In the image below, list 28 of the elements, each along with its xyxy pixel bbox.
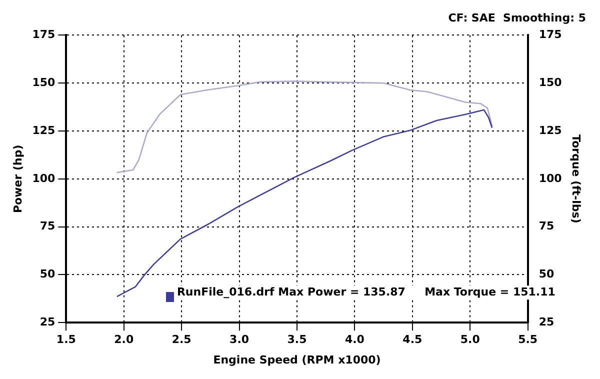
x-tick-label: 2.5 xyxy=(172,333,192,346)
y2-tick-label: 175 xyxy=(538,28,562,42)
x-tick-label: 1.5 xyxy=(56,333,76,346)
annotation: RunFile_016.drf Max Power = 135.87 Max Torque = 151.11 xyxy=(176,285,556,298)
y2-tick-label: 75 xyxy=(538,220,554,233)
y-axis-title: Power (hp) xyxy=(11,144,24,214)
y-tick-label: 75 xyxy=(40,220,56,233)
x-axis-title: Engine Speed (RPM x1000) xyxy=(213,353,381,366)
y-tick-label: 125 xyxy=(32,124,56,137)
y2-tick-label: 50 xyxy=(538,268,554,281)
y2-tick-label: 150 xyxy=(538,76,562,89)
chart-subtitle: CF: SAE Smoothing: 5 xyxy=(448,11,586,24)
x-tick-label: 3.5 xyxy=(287,333,307,346)
y-tick-label: 175 xyxy=(32,28,56,42)
x-tick-label: 4.0 xyxy=(344,333,365,346)
y-tick-label: 100 xyxy=(32,172,56,185)
y2-tick-label: 100 xyxy=(538,172,562,185)
x-tick-label: 5.5 xyxy=(518,333,538,346)
y-tick-label: 25 xyxy=(40,315,56,328)
y2-tick-label: 125 xyxy=(538,124,562,137)
y-tick-label: 50 xyxy=(40,268,56,281)
x-tick-label: 2.0 xyxy=(114,333,134,346)
x-tick-label: 3.0 xyxy=(230,333,250,346)
y2-axis-title: Torque (ft-lbs) xyxy=(570,134,583,224)
x-tick-label: 5.0 xyxy=(460,333,480,346)
y-tick-label: 150 xyxy=(32,76,56,89)
x-tick-label: 4.5 xyxy=(402,333,422,346)
y2-tick-label: 25 xyxy=(538,315,554,328)
